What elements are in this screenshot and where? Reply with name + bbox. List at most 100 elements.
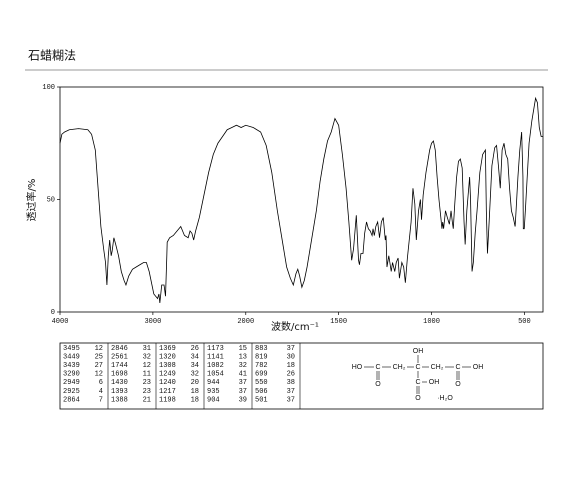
- peak-wavenumber: 501: [255, 396, 268, 404]
- peak-transmittance: 38: [287, 379, 295, 387]
- peak-wavenumber: 1320: [159, 353, 176, 361]
- peak-transmittance: 41: [239, 371, 247, 379]
- structure-atom: CH₂: [393, 364, 406, 371]
- peak-transmittance: 15: [239, 345, 247, 353]
- structure-atom: OH: [473, 364, 484, 371]
- peak-wavenumber: 782: [255, 362, 268, 370]
- x-axis-label: 波数/cm⁻¹: [271, 320, 319, 333]
- peak-transmittance: 18: [191, 396, 199, 404]
- peak-transmittance: 31: [143, 345, 151, 353]
- peak-transmittance: 27: [95, 362, 103, 370]
- peak-wavenumber: 819: [255, 353, 268, 361]
- peak-transmittance: 23: [143, 379, 151, 387]
- peak-transmittance: 39: [239, 396, 247, 404]
- peak-transmittance: 13: [239, 353, 247, 361]
- peak-transmittance: 32: [143, 353, 151, 361]
- peak-wavenumber: 3290: [63, 371, 80, 379]
- spectrum-line: [59, 96, 543, 304]
- peak-wavenumber: 3449: [63, 353, 80, 361]
- peak-transmittance: 30: [287, 353, 295, 361]
- peak-wavenumber: 1217: [159, 388, 176, 396]
- peak-wavenumber: 1082: [207, 362, 224, 370]
- table-frame: [59, 342, 544, 410]
- x-tick-label: 1500: [330, 318, 347, 326]
- peak-transmittance: 32: [191, 371, 199, 379]
- structure-atom: HO: [352, 364, 363, 371]
- peak-transmittance: 26: [287, 371, 295, 379]
- peak-wavenumber: 1249: [159, 371, 176, 379]
- peak-wavenumber: 2561: [111, 353, 128, 361]
- peak-wavenumber: 944: [207, 379, 220, 387]
- structure-atom: OH: [413, 348, 424, 355]
- structure-atom: O: [455, 381, 461, 388]
- peak-transmittance: 12: [95, 371, 103, 379]
- peak-transmittance: 21: [143, 396, 151, 404]
- peak-wavenumber: 1369: [159, 345, 176, 353]
- peak-wavenumber: 1173: [207, 345, 224, 353]
- peak-transmittance: 32: [239, 362, 247, 370]
- peak-wavenumber: 1308: [159, 362, 176, 370]
- structure-atom: C: [455, 364, 460, 371]
- structure-atom: C: [415, 364, 420, 371]
- peak-wavenumber: 550: [255, 379, 268, 387]
- x-tick-label: 2000: [237, 318, 254, 326]
- peak-transmittance: 37: [287, 345, 295, 353]
- peak-transmittance: 18: [191, 388, 199, 396]
- peak-wavenumber: 1698: [111, 371, 128, 379]
- peak-wavenumber: 1240: [159, 379, 176, 387]
- peak-transmittance: 37: [239, 379, 247, 387]
- y-tick-label: 100: [42, 84, 55, 92]
- peak-transmittance: 12: [95, 345, 103, 353]
- peak-wavenumber: 699: [255, 371, 268, 379]
- peak-wavenumber: 506: [255, 388, 268, 396]
- peak-wavenumber: 1198: [159, 396, 176, 404]
- peak-wavenumber: 1744: [111, 362, 128, 370]
- peak-wavenumber: 1141: [207, 353, 224, 361]
- x-tick-label: 4000: [52, 318, 69, 326]
- y-tick-label: 50: [47, 196, 55, 204]
- y-axis-label: 透过率/%: [25, 179, 38, 222]
- structure-atom: ·H₂O: [437, 395, 453, 402]
- peak-transmittance: 37: [239, 388, 247, 396]
- peak-transmittance: 26: [191, 345, 199, 353]
- peak-transmittance: 37: [287, 388, 295, 396]
- peak-wavenumber: 2949: [63, 379, 80, 387]
- peak-wavenumber: 935: [207, 388, 220, 396]
- peak-wavenumber: 883: [255, 345, 268, 353]
- peak-transmittance: 6: [99, 379, 103, 387]
- peak-transmittance: 37: [287, 396, 295, 404]
- peak-transmittance: 34: [191, 353, 199, 361]
- peak-transmittance: 7: [99, 396, 103, 404]
- peak-wavenumber: 2846: [111, 345, 128, 353]
- peak-wavenumber: 3439: [63, 362, 80, 370]
- peak-transmittance: 12: [143, 362, 151, 370]
- peak-wavenumber: 1054: [207, 371, 224, 379]
- structure-atom: C: [415, 379, 420, 386]
- peak-wavenumber: 1393: [111, 388, 128, 396]
- structure-atom: CH₂: [431, 364, 444, 371]
- peak-wavenumber: 2925: [63, 388, 80, 396]
- page-title: 石蜡糊法: [28, 48, 76, 63]
- peak-transmittance: 20: [191, 379, 199, 387]
- structure-atom: OH: [429, 379, 440, 386]
- structure-atom: O: [415, 395, 421, 402]
- peak-transmittance: 34: [191, 362, 199, 370]
- peak-transmittance: 23: [143, 388, 151, 396]
- peak-transmittance: 4: [99, 388, 103, 396]
- peak-transmittance: 18: [287, 362, 295, 370]
- x-tick-label: 500: [518, 318, 531, 326]
- x-tick-label: 1000: [423, 318, 440, 326]
- y-tick-label: 0: [51, 309, 55, 317]
- peak-wavenumber: 1388: [111, 396, 128, 404]
- peak-wavenumber: 1430: [111, 379, 128, 387]
- x-tick-label: 3000: [144, 318, 161, 326]
- peak-transmittance: 11: [143, 371, 151, 379]
- structure-bonds: [364, 355, 471, 394]
- peak-transmittance: 25: [95, 353, 103, 361]
- peak-wavenumber: 3495: [63, 345, 80, 353]
- peak-wavenumber: 904: [207, 396, 220, 404]
- structure-atom: C: [375, 364, 380, 371]
- peak-wavenumber: 2864: [63, 396, 80, 404]
